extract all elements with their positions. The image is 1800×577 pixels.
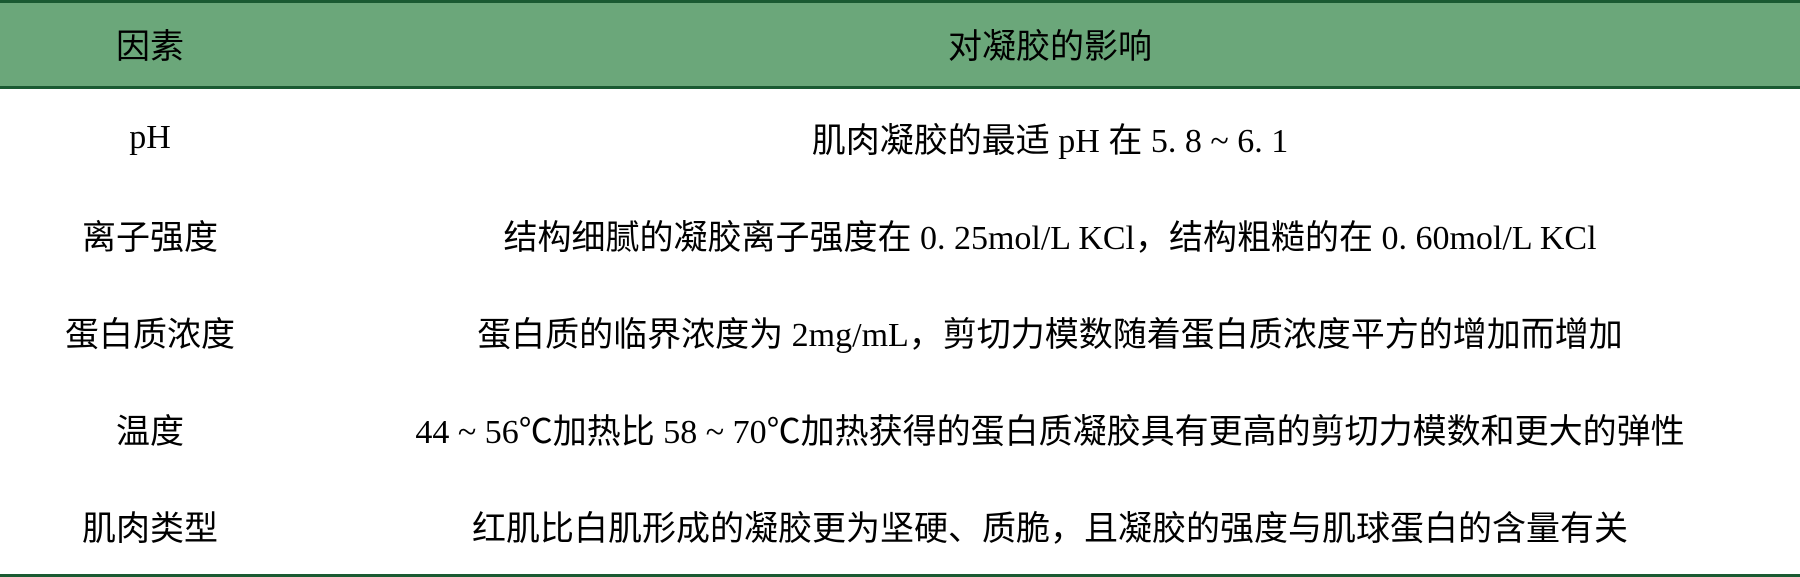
cell-effect: 结构细腻的凝胶离子强度在 0. 25mol/L KCl，结构粗糙的在 0. 60… — [300, 186, 1800, 283]
table-row: 温度 44 ~ 56℃加热比 58 ~ 70℃加热获得的蛋白质凝胶具有更高的剪切… — [0, 380, 1800, 477]
gel-factors-table: 因素 对凝胶的影响 pH 肌肉凝胶的最适 pH 在 5. 8 ~ 6. 1 离子… — [0, 0, 1800, 577]
cell-effect: 44 ~ 56℃加热比 58 ~ 70℃加热获得的蛋白质凝胶具有更高的剪切力模数… — [300, 380, 1800, 477]
table-row: pH 肌肉凝胶的最适 pH 在 5. 8 ~ 6. 1 — [0, 88, 1800, 187]
cell-effect: 红肌比白肌形成的凝胶更为坚硬、质脆，且凝胶的强度与肌球蛋白的含量有关 — [300, 477, 1800, 576]
cell-effect: 肌肉凝胶的最适 pH 在 5. 8 ~ 6. 1 — [300, 88, 1800, 187]
col-header-factor: 因素 — [0, 2, 300, 88]
col-header-effect: 对凝胶的影响 — [300, 2, 1800, 88]
cell-factor: 肌肉类型 — [0, 477, 300, 576]
table-row: 肌肉类型 红肌比白肌形成的凝胶更为坚硬、质脆，且凝胶的强度与肌球蛋白的含量有关 — [0, 477, 1800, 576]
table-header-row: 因素 对凝胶的影响 — [0, 2, 1800, 88]
cell-factor: 离子强度 — [0, 186, 300, 283]
cell-factor: 温度 — [0, 380, 300, 477]
table-row: 蛋白质浓度 蛋白质的临界浓度为 2mg/mL，剪切力模数随着蛋白质浓度平方的增加… — [0, 283, 1800, 380]
cell-factor: 蛋白质浓度 — [0, 283, 300, 380]
table-row: 离子强度 结构细腻的凝胶离子强度在 0. 25mol/L KCl，结构粗糙的在 … — [0, 186, 1800, 283]
cell-effect: 蛋白质的临界浓度为 2mg/mL，剪切力模数随着蛋白质浓度平方的增加而增加 — [300, 283, 1800, 380]
cell-factor: pH — [0, 88, 300, 187]
